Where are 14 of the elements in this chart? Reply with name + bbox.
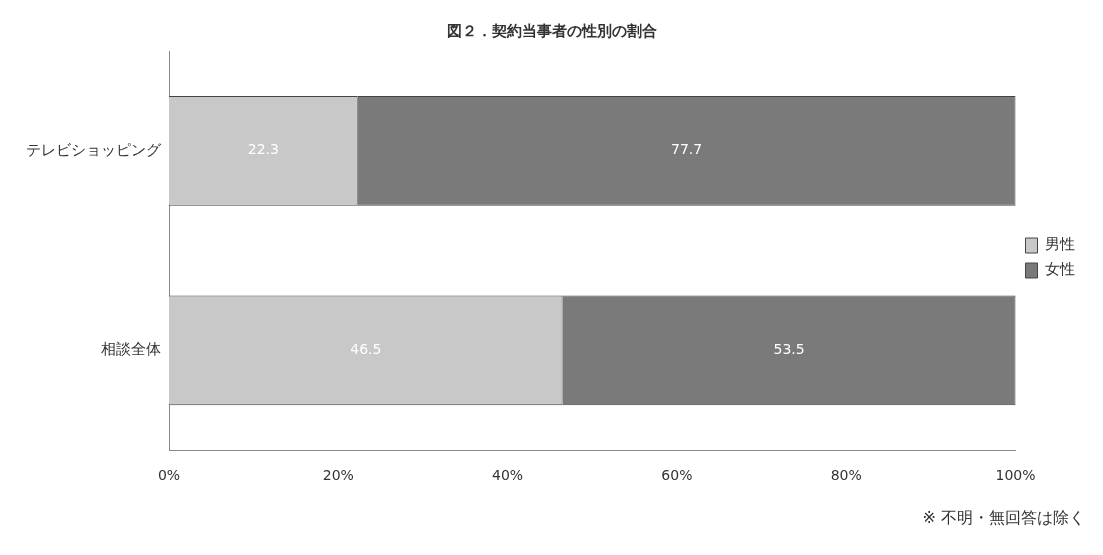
- chart-title: 図２．契約当事者の性別の割合: [446, 21, 657, 40]
- x-tick-label: 60%: [661, 467, 693, 484]
- legend-label: 男性: [1045, 235, 1075, 254]
- y-tick-label: テレビショッピング: [26, 140, 162, 159]
- legend-label: 女性: [1045, 260, 1075, 279]
- x-tick-label: 80%: [830, 467, 862, 484]
- x-tick-label: 0%: [157, 467, 181, 484]
- data-label: 77.7: [671, 141, 703, 158]
- text: ※ 不明・無回答は除く: [921, 508, 1086, 529]
- data-label: 53.5: [773, 341, 805, 358]
- x-tick-label: 100%: [995, 467, 1036, 484]
- x-tick-label: 40%: [492, 467, 524, 484]
- x-tick-label: 20%: [322, 467, 354, 484]
- y-tick-label: 相談全体: [101, 340, 161, 359]
